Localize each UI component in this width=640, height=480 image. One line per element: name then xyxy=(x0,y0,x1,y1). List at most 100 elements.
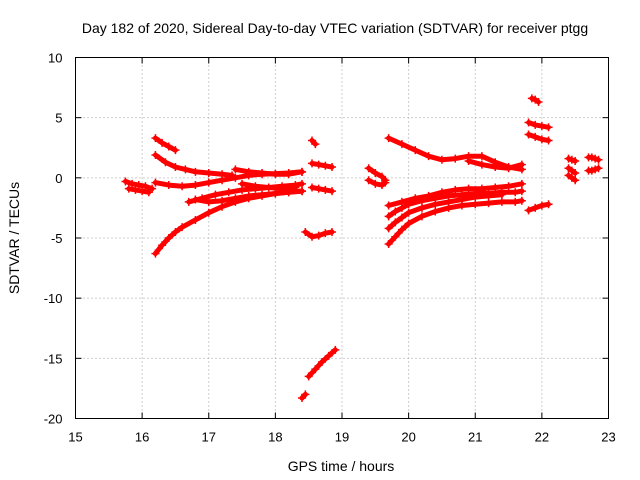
data-point xyxy=(191,195,200,204)
data-point xyxy=(258,169,267,178)
data-point xyxy=(298,187,307,196)
series-s26 xyxy=(524,118,553,132)
data-point xyxy=(384,224,393,233)
data-point xyxy=(311,365,320,374)
x-tick-label: 16 xyxy=(135,430,149,445)
data-point xyxy=(571,176,580,185)
data-point xyxy=(531,120,540,129)
data-point xyxy=(524,130,533,139)
y-axis-title: SDTVAR / TECUs xyxy=(6,182,22,294)
chart-title: Day 182 of 2020, Sidereal Day-to-day VTE… xyxy=(82,20,588,36)
data-point xyxy=(397,213,406,222)
data-point xyxy=(284,170,293,179)
data-point xyxy=(331,345,340,354)
data-point xyxy=(397,225,406,234)
data-point xyxy=(544,136,553,145)
data-point xyxy=(411,146,420,155)
series-s24 xyxy=(384,196,526,249)
series-s28 xyxy=(524,200,553,215)
data-point xyxy=(144,188,153,197)
data-point xyxy=(531,203,540,212)
data-point xyxy=(158,138,167,147)
data-point xyxy=(477,160,486,169)
data-point xyxy=(258,190,267,199)
data-point xyxy=(321,229,330,238)
data-point xyxy=(301,390,310,399)
x-tick-label: 23 xyxy=(601,430,615,445)
x-tick-label: 17 xyxy=(202,430,216,445)
data-point xyxy=(271,170,280,179)
data-point xyxy=(384,240,393,249)
series-s15 xyxy=(298,390,310,403)
data-point xyxy=(224,188,233,197)
series-s03 xyxy=(151,134,180,155)
x-tick-label: 21 xyxy=(468,430,482,445)
series-s09 xyxy=(231,165,307,179)
data-point xyxy=(171,227,180,236)
data-point xyxy=(444,203,453,212)
data-point xyxy=(457,201,466,210)
axis-ticks: 15 16 17 18 19 20 21 22 23 10 5 0 -5 -10 -15 -20 xyxy=(44,51,616,445)
data-point xyxy=(594,155,603,164)
data-point xyxy=(364,164,373,173)
data-point xyxy=(404,208,413,217)
data-point xyxy=(517,160,526,169)
data-point xyxy=(451,154,460,163)
data-point xyxy=(204,169,213,178)
data-point xyxy=(204,197,213,206)
data-point xyxy=(191,215,200,224)
data-point xyxy=(204,178,213,187)
data-point xyxy=(151,134,160,143)
data-point xyxy=(384,134,393,143)
data-point xyxy=(314,231,323,240)
data-point xyxy=(121,177,130,186)
data-point xyxy=(417,203,426,212)
data-point xyxy=(141,182,150,191)
series-s10 xyxy=(238,179,300,193)
grid xyxy=(75,57,609,419)
data-point xyxy=(124,184,133,193)
series-s04 xyxy=(151,150,237,180)
data-point xyxy=(484,191,493,200)
data-point xyxy=(191,181,200,190)
series-s25 xyxy=(527,94,543,107)
data-point xyxy=(524,206,533,215)
series-s33 xyxy=(584,164,603,175)
series-s17 xyxy=(364,164,390,185)
data-point xyxy=(391,218,400,227)
series-s19 xyxy=(384,134,526,174)
plot-frame xyxy=(75,57,609,419)
data-point xyxy=(231,194,240,203)
data-point xyxy=(271,189,280,198)
data-point xyxy=(264,183,273,192)
data-point xyxy=(364,176,373,185)
data-points xyxy=(121,94,603,403)
data-point xyxy=(431,200,440,209)
data-point xyxy=(437,155,446,164)
data-point xyxy=(417,196,426,205)
data-point xyxy=(161,158,170,167)
data-point xyxy=(211,190,220,199)
data-point xyxy=(517,187,526,196)
data-point xyxy=(298,167,307,176)
data-point xyxy=(371,179,380,188)
y-tick-label: 5 xyxy=(55,111,62,126)
data-point xyxy=(571,156,580,165)
data-point xyxy=(134,181,143,190)
data-point xyxy=(517,196,526,205)
data-point xyxy=(497,197,506,206)
y-tick-label: 0 xyxy=(55,171,62,186)
y-tick-label: -20 xyxy=(44,412,63,427)
series-s12 xyxy=(308,159,337,172)
data-point xyxy=(517,179,526,188)
data-point xyxy=(321,161,330,170)
series-s13 xyxy=(308,183,337,196)
x-tick-label: 18 xyxy=(268,430,282,445)
data-point xyxy=(484,199,493,208)
data-point xyxy=(244,167,253,176)
data-point xyxy=(308,159,317,168)
series-s30 xyxy=(564,164,580,178)
data-point xyxy=(238,179,247,188)
data-point xyxy=(328,227,337,236)
data-point xyxy=(381,178,390,187)
